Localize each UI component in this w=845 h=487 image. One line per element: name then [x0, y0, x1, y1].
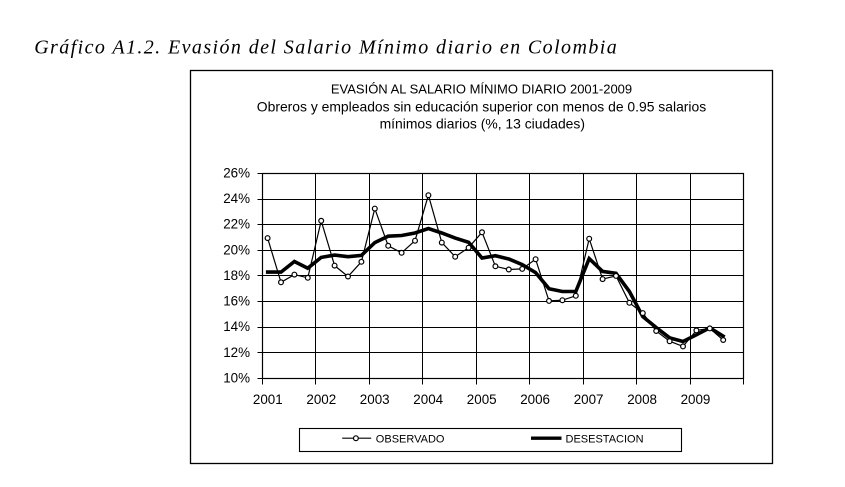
svg-text:Obreros y empleados sin educac: Obreros y empleados sin educación superi…	[257, 98, 706, 114]
svg-text:Gráfico A1.2. Evasión del Sala: Gráfico A1.2. Evasión del Salario Mínimo…	[34, 37, 618, 59]
svg-text:26%: 26%	[223, 165, 250, 180]
svg-text:10%: 10%	[223, 370, 250, 385]
svg-text:2004: 2004	[413, 392, 443, 407]
svg-text:22%: 22%	[223, 217, 250, 232]
svg-text:2008: 2008	[627, 392, 657, 407]
svg-text:2009: 2009	[681, 392, 711, 407]
svg-text:18%: 18%	[223, 268, 250, 283]
svg-text:OBSERVADO: OBSERVADO	[376, 434, 445, 446]
svg-text:2005: 2005	[467, 392, 497, 407]
svg-text:2001: 2001	[253, 392, 283, 407]
svg-text:2006: 2006	[520, 392, 550, 407]
svg-text:24%: 24%	[223, 191, 250, 206]
svg-text:2003: 2003	[360, 392, 390, 407]
svg-text:2002: 2002	[306, 392, 336, 407]
svg-text:14%: 14%	[223, 319, 250, 334]
svg-text:DESESTACION: DESESTACION	[566, 434, 644, 446]
svg-text:mínimos diarios (%, 13 ciudade: mínimos diarios (%, 13 ciudades)	[380, 115, 585, 131]
svg-text:16%: 16%	[223, 294, 250, 309]
svg-text:2007: 2007	[574, 392, 604, 407]
svg-text:12%: 12%	[223, 345, 250, 360]
svg-text:20%: 20%	[223, 242, 250, 257]
svg-text:EVASIÓN AL SALARIO MÍNIMO DIAR: EVASIÓN AL SALARIO MÍNIMO DIARIO 2001-20…	[331, 82, 632, 97]
